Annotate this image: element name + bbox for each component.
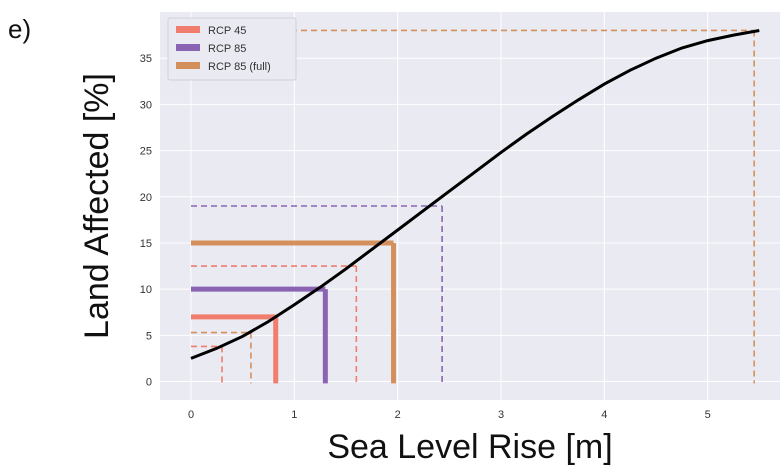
- x-tick-label: 5: [705, 409, 711, 421]
- legend-label: RCP 45: [208, 25, 246, 37]
- y-tick-label: 5: [146, 330, 152, 342]
- x-tick-label: 2: [395, 409, 401, 421]
- x-tick-label: 1: [291, 409, 297, 421]
- legend-label: RCP 85: [208, 43, 246, 55]
- y-tick-label: 15: [140, 238, 152, 250]
- x-tick-label: 3: [498, 409, 504, 421]
- y-tick-label: 10: [140, 284, 152, 296]
- legend-swatch: [176, 44, 200, 51]
- y-tick-label: 0: [146, 377, 152, 389]
- legend: RCP 45 RCP 85 RCP 85 (full): [167, 17, 297, 81]
- mapping-curve: [190, 29, 760, 360]
- x-axis-label: Sea Level Rise [m]: [327, 428, 612, 466]
- x-tick-labels: 0 1 2 3 4 5: [188, 409, 711, 421]
- series-marks: [191, 29, 755, 384]
- y-tick-label: 35: [140, 53, 152, 65]
- legend-label: RCP 85 (full): [208, 61, 271, 73]
- legend-swatch: [176, 62, 200, 69]
- panel-label: e): [8, 14, 32, 44]
- y-tick-label: 25: [140, 146, 152, 158]
- y-tick-label: 20: [140, 192, 152, 204]
- x-tick-label: 0: [188, 409, 194, 421]
- legend-swatch: [176, 26, 200, 33]
- y-tick-labels: 0 5 10 15 20 25 30 35: [140, 53, 152, 388]
- x-tick-label: 4: [601, 409, 607, 421]
- y-axis-label: Land Affected [%]: [78, 73, 116, 339]
- y-tick-label: 30: [140, 99, 152, 111]
